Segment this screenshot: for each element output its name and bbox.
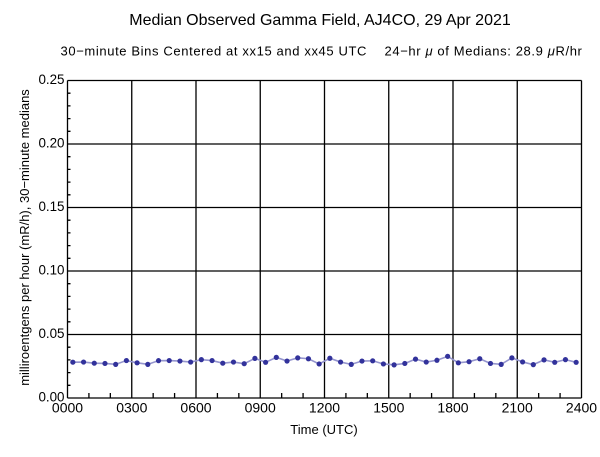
svg-text:2400: 2400 — [566, 400, 597, 416]
svg-text:24−hr μ of Medians: 28.9 μR/hr: 24−hr μ of Medians: 28.9 μR/hr — [385, 43, 583, 58]
svg-text:0.20: 0.20 — [38, 136, 64, 151]
svg-text:0900: 0900 — [245, 400, 276, 416]
svg-text:1500: 1500 — [373, 400, 404, 416]
svg-text:0.00: 0.00 — [38, 390, 64, 405]
svg-text:30−minute Bins Centered at xx1: 30−minute Bins Centered at xx15 and xx45… — [61, 43, 368, 58]
svg-text:0.05: 0.05 — [38, 326, 64, 341]
svg-text:Time (UTC): Time (UTC) — [290, 422, 357, 437]
svg-text:0.25: 0.25 — [38, 72, 64, 87]
svg-text:2100: 2100 — [502, 400, 533, 416]
svg-text:0300: 0300 — [116, 400, 147, 416]
svg-text:milliroentgens per hour (mR/h): milliroentgens per hour (mR/h), 30−minut… — [17, 89, 32, 386]
svg-text:0.15: 0.15 — [38, 199, 64, 214]
svg-text:0600: 0600 — [180, 400, 211, 416]
svg-text:0000: 0000 — [52, 400, 83, 416]
svg-text:1800: 1800 — [437, 400, 468, 416]
svg-text:0.10: 0.10 — [38, 263, 64, 278]
svg-text:1200: 1200 — [309, 400, 340, 416]
svg-text:Median Observed Gamma Field, A: Median Observed Gamma Field, AJ4CO, 29 A… — [129, 12, 511, 29]
